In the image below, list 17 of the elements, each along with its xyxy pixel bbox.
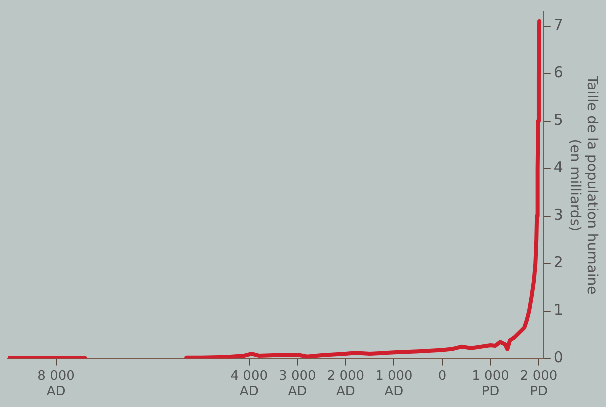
x-tick-label: 8 000 AD <box>38 368 75 400</box>
y-tick-label: 1 <box>554 301 564 320</box>
x-tick-label: 1 000 AD <box>376 368 413 400</box>
x-tick-label: 2 000 AD <box>327 368 365 400</box>
y-axis-title: Taille de la population humaine (en milliards) <box>567 75 600 295</box>
y-tick-label: 0 <box>554 348 564 367</box>
y-tick-label: 6 <box>554 64 564 82</box>
x-tick-label: 3 000 AD <box>279 368 316 400</box>
x-tick-label: 1 000 PD <box>472 368 510 400</box>
y-tick-label: 3 <box>554 206 564 224</box>
x-tick-label: 4 000 AD <box>230 368 268 400</box>
y-tick-label: 7 <box>554 16 564 34</box>
y-tick-label: 4 <box>554 158 564 177</box>
x-tick-label: 0 <box>438 368 447 384</box>
y-tick-label: 5 <box>554 111 564 130</box>
y-tick-label: 2 <box>554 254 564 272</box>
x-tick-label: 2 000 PD <box>520 368 558 400</box>
